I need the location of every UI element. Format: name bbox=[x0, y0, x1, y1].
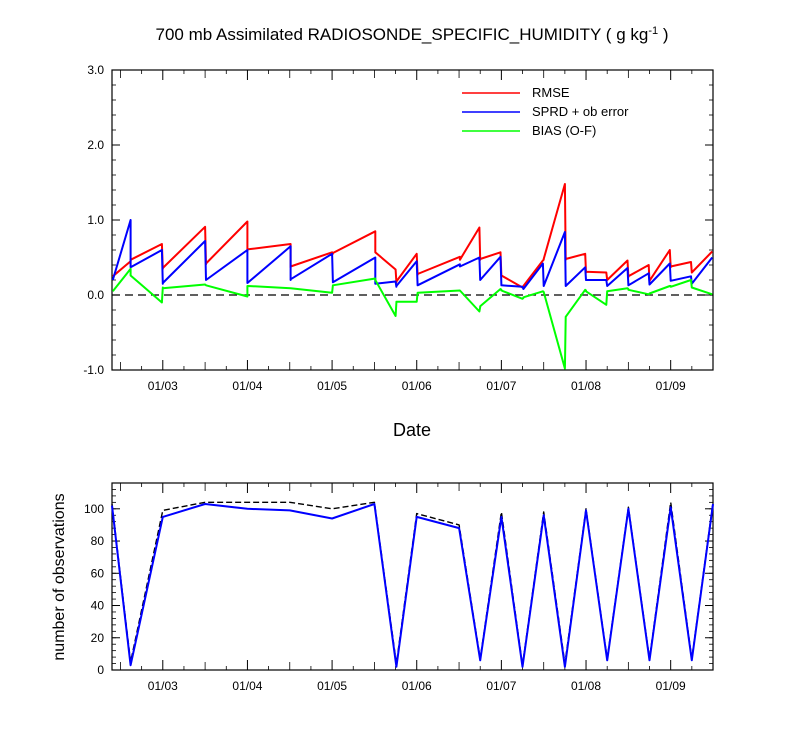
top-ytick-label: 1.0 bbox=[87, 213, 104, 227]
top-ytick-label: 2.0 bbox=[87, 138, 104, 152]
legend-sprd-label: SPRD + ob error bbox=[532, 104, 629, 119]
top-xtick-label: 01/09 bbox=[656, 379, 686, 393]
top-xtick-label: 01/03 bbox=[148, 379, 178, 393]
top-series-bias-o-f- bbox=[112, 267, 713, 370]
bottom-xtick-label: 01/04 bbox=[232, 679, 262, 693]
bottom-xtick-label: 01/05 bbox=[317, 679, 347, 693]
top-xtick-label: 01/06 bbox=[402, 379, 432, 393]
legend-bias-label: BIAS (O-F) bbox=[532, 123, 596, 138]
bottom-ytick-label: 80 bbox=[91, 534, 105, 548]
bottom-ytick-label: 0 bbox=[97, 663, 104, 677]
bottom-series-assimilated bbox=[111, 503, 714, 668]
bottom-plot: 100 80 60 40 20 0 01/03 01/04 01/05 01/06 01/07 01… bbox=[51, 482, 714, 693]
top-xtick-label: 01/05 bbox=[317, 379, 347, 393]
bottom-ytick-label: 100 bbox=[84, 502, 104, 516]
top-plot: 3.0 2.0 1.0 0.0 -1.0 01/03 01/04 01/05 01/06 01/… bbox=[83, 63, 714, 440]
top-ytick-label: 3.0 bbox=[87, 63, 104, 77]
bottom-ytick-label: 40 bbox=[91, 599, 105, 613]
bottom-xtick-label: 01/09 bbox=[656, 679, 686, 693]
bottom-plot-frame bbox=[111, 482, 714, 671]
top-x-axis-label: Date bbox=[393, 420, 431, 440]
bottom-series-possible bbox=[111, 501, 714, 666]
legend-rmse-label: RMSE bbox=[532, 85, 570, 100]
top-series-sprd-ob-error bbox=[111, 219, 713, 290]
chart-title: 700 mb Assimilated RADIOSONDE_SPECIFIC_H… bbox=[156, 25, 669, 44]
top-ytick-label: 0.0 bbox=[87, 288, 104, 302]
top-ytick-label: -1.0 bbox=[83, 363, 104, 377]
legend: RMSE SPRD + ob error BIAS (O-F) bbox=[462, 85, 629, 138]
bottom-xtick-label: 01/07 bbox=[486, 679, 516, 693]
bottom-xtick-label: 01/06 bbox=[402, 679, 432, 693]
bottom-xtick-label: 01/03 bbox=[148, 679, 178, 693]
bottom-xtick-label: 01/08 bbox=[571, 679, 601, 693]
top-xtick-label: 01/04 bbox=[232, 379, 262, 393]
top-xtick-label: 01/08 bbox=[571, 379, 601, 393]
bottom-ytick-label: 20 bbox=[91, 631, 105, 645]
bottom-ytick-label: 60 bbox=[91, 566, 105, 580]
bottom-y-axis-label: number of observations bbox=[51, 493, 68, 660]
top-xtick-label: 01/07 bbox=[486, 379, 516, 393]
